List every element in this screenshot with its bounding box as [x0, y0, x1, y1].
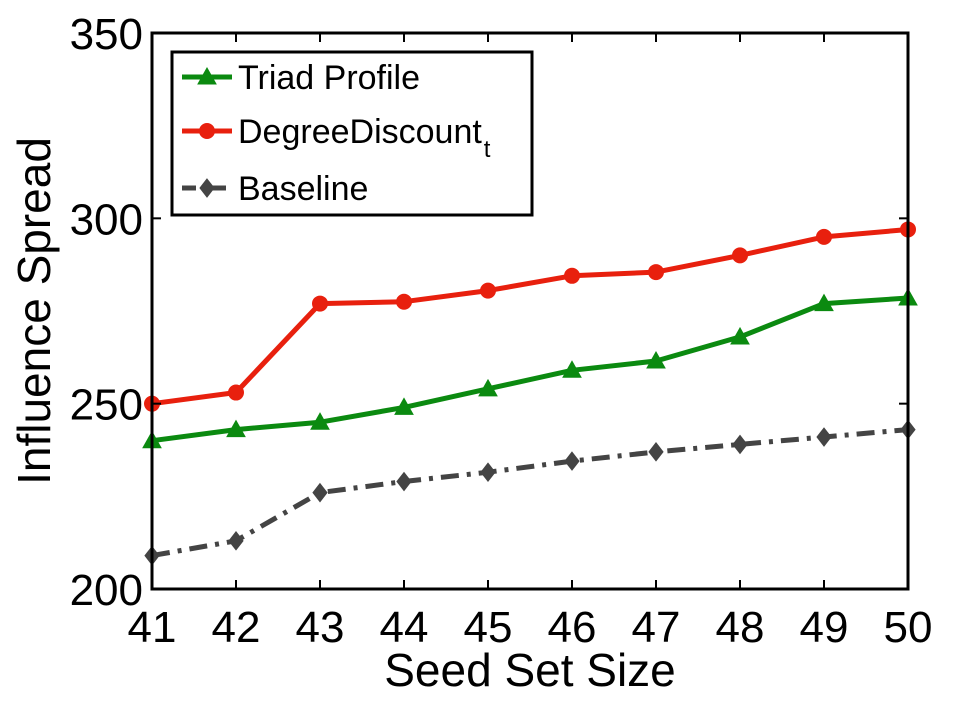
series-line-baseline — [151, 427, 909, 559]
x-tick-label-50: 50 — [884, 603, 933, 652]
point-triad-profile-47 — [646, 351, 666, 369]
point-triad-profile-42 — [226, 419, 246, 438]
series-line-triad-profile — [151, 295, 909, 444]
point-triad-profile-46 — [562, 360, 582, 378]
x-tick-label-49: 49 — [800, 603, 849, 652]
x-tick-label-43: 43 — [296, 603, 345, 652]
x-tick-label-41: 41 — [128, 603, 177, 652]
x-tick-label-42: 42 — [212, 603, 261, 652]
x-tick-label-48: 48 — [716, 603, 765, 652]
point-triad-profile-44 — [394, 397, 414, 415]
point-triad-profile-45 — [478, 378, 498, 397]
y-tick-label-300: 300 — [70, 195, 143, 244]
y-tick-label-200: 200 — [70, 566, 143, 615]
point-triad-profile-49 — [814, 293, 834, 312]
point-degreediscount-48 — [732, 247, 748, 264]
x-tick-label-44: 44 — [380, 603, 429, 652]
legend-label-baseline: Baseline — [238, 170, 368, 208]
series-degreediscount — [144, 221, 916, 412]
plot-frame — [150, 31, 910, 591]
x-tick-label-45: 45 — [464, 603, 513, 652]
point-baseline-44 — [396, 471, 412, 492]
legend-marker-degreediscount — [199, 123, 215, 139]
point-triad-profile-48 — [730, 326, 750, 345]
point-triad-profile-43 — [310, 412, 330, 430]
x-tick-label-47: 47 — [632, 603, 681, 652]
point-degreediscount-42 — [228, 384, 244, 401]
point-degreediscount-45 — [480, 282, 496, 299]
y-tick-label-250: 250 — [70, 381, 143, 430]
series-baseline — [144, 419, 916, 566]
point-degreediscount-49 — [816, 228, 832, 245]
legend-marker-baseline — [199, 178, 215, 198]
point-baseline-42 — [228, 530, 244, 551]
legend-subscript-degreediscount: t — [484, 136, 491, 163]
x-axis-label: Seed Set Size — [384, 644, 676, 696]
point-baseline-45 — [480, 462, 496, 483]
x-tick-label-46: 46 — [548, 603, 597, 652]
point-degreediscount-44 — [396, 293, 412, 310]
y-tick-label-350: 350 — [70, 10, 143, 59]
point-baseline-43 — [312, 482, 328, 503]
point-degreediscount-43 — [312, 295, 328, 312]
point-degreediscount-47 — [648, 264, 664, 281]
legend-marker-triad-profile — [197, 66, 217, 85]
point-baseline-48 — [732, 434, 748, 455]
point-baseline-47 — [648, 442, 664, 462]
point-baseline-46 — [564, 451, 580, 471]
point-degreediscount-46 — [564, 267, 580, 284]
series-layer — [142, 221, 918, 566]
series-line-degreediscount — [151, 227, 909, 407]
ticks-layer: 41 42 43 44 45 46 47 48 49 50 200 250 300 350 — [70, 10, 933, 652]
point-baseline-49 — [816, 427, 832, 447]
series-triad-profile — [142, 288, 918, 449]
y-axis-label: Influence Spread — [8, 137, 60, 485]
legend-label-triad-profile: Triad Profile — [238, 59, 420, 97]
